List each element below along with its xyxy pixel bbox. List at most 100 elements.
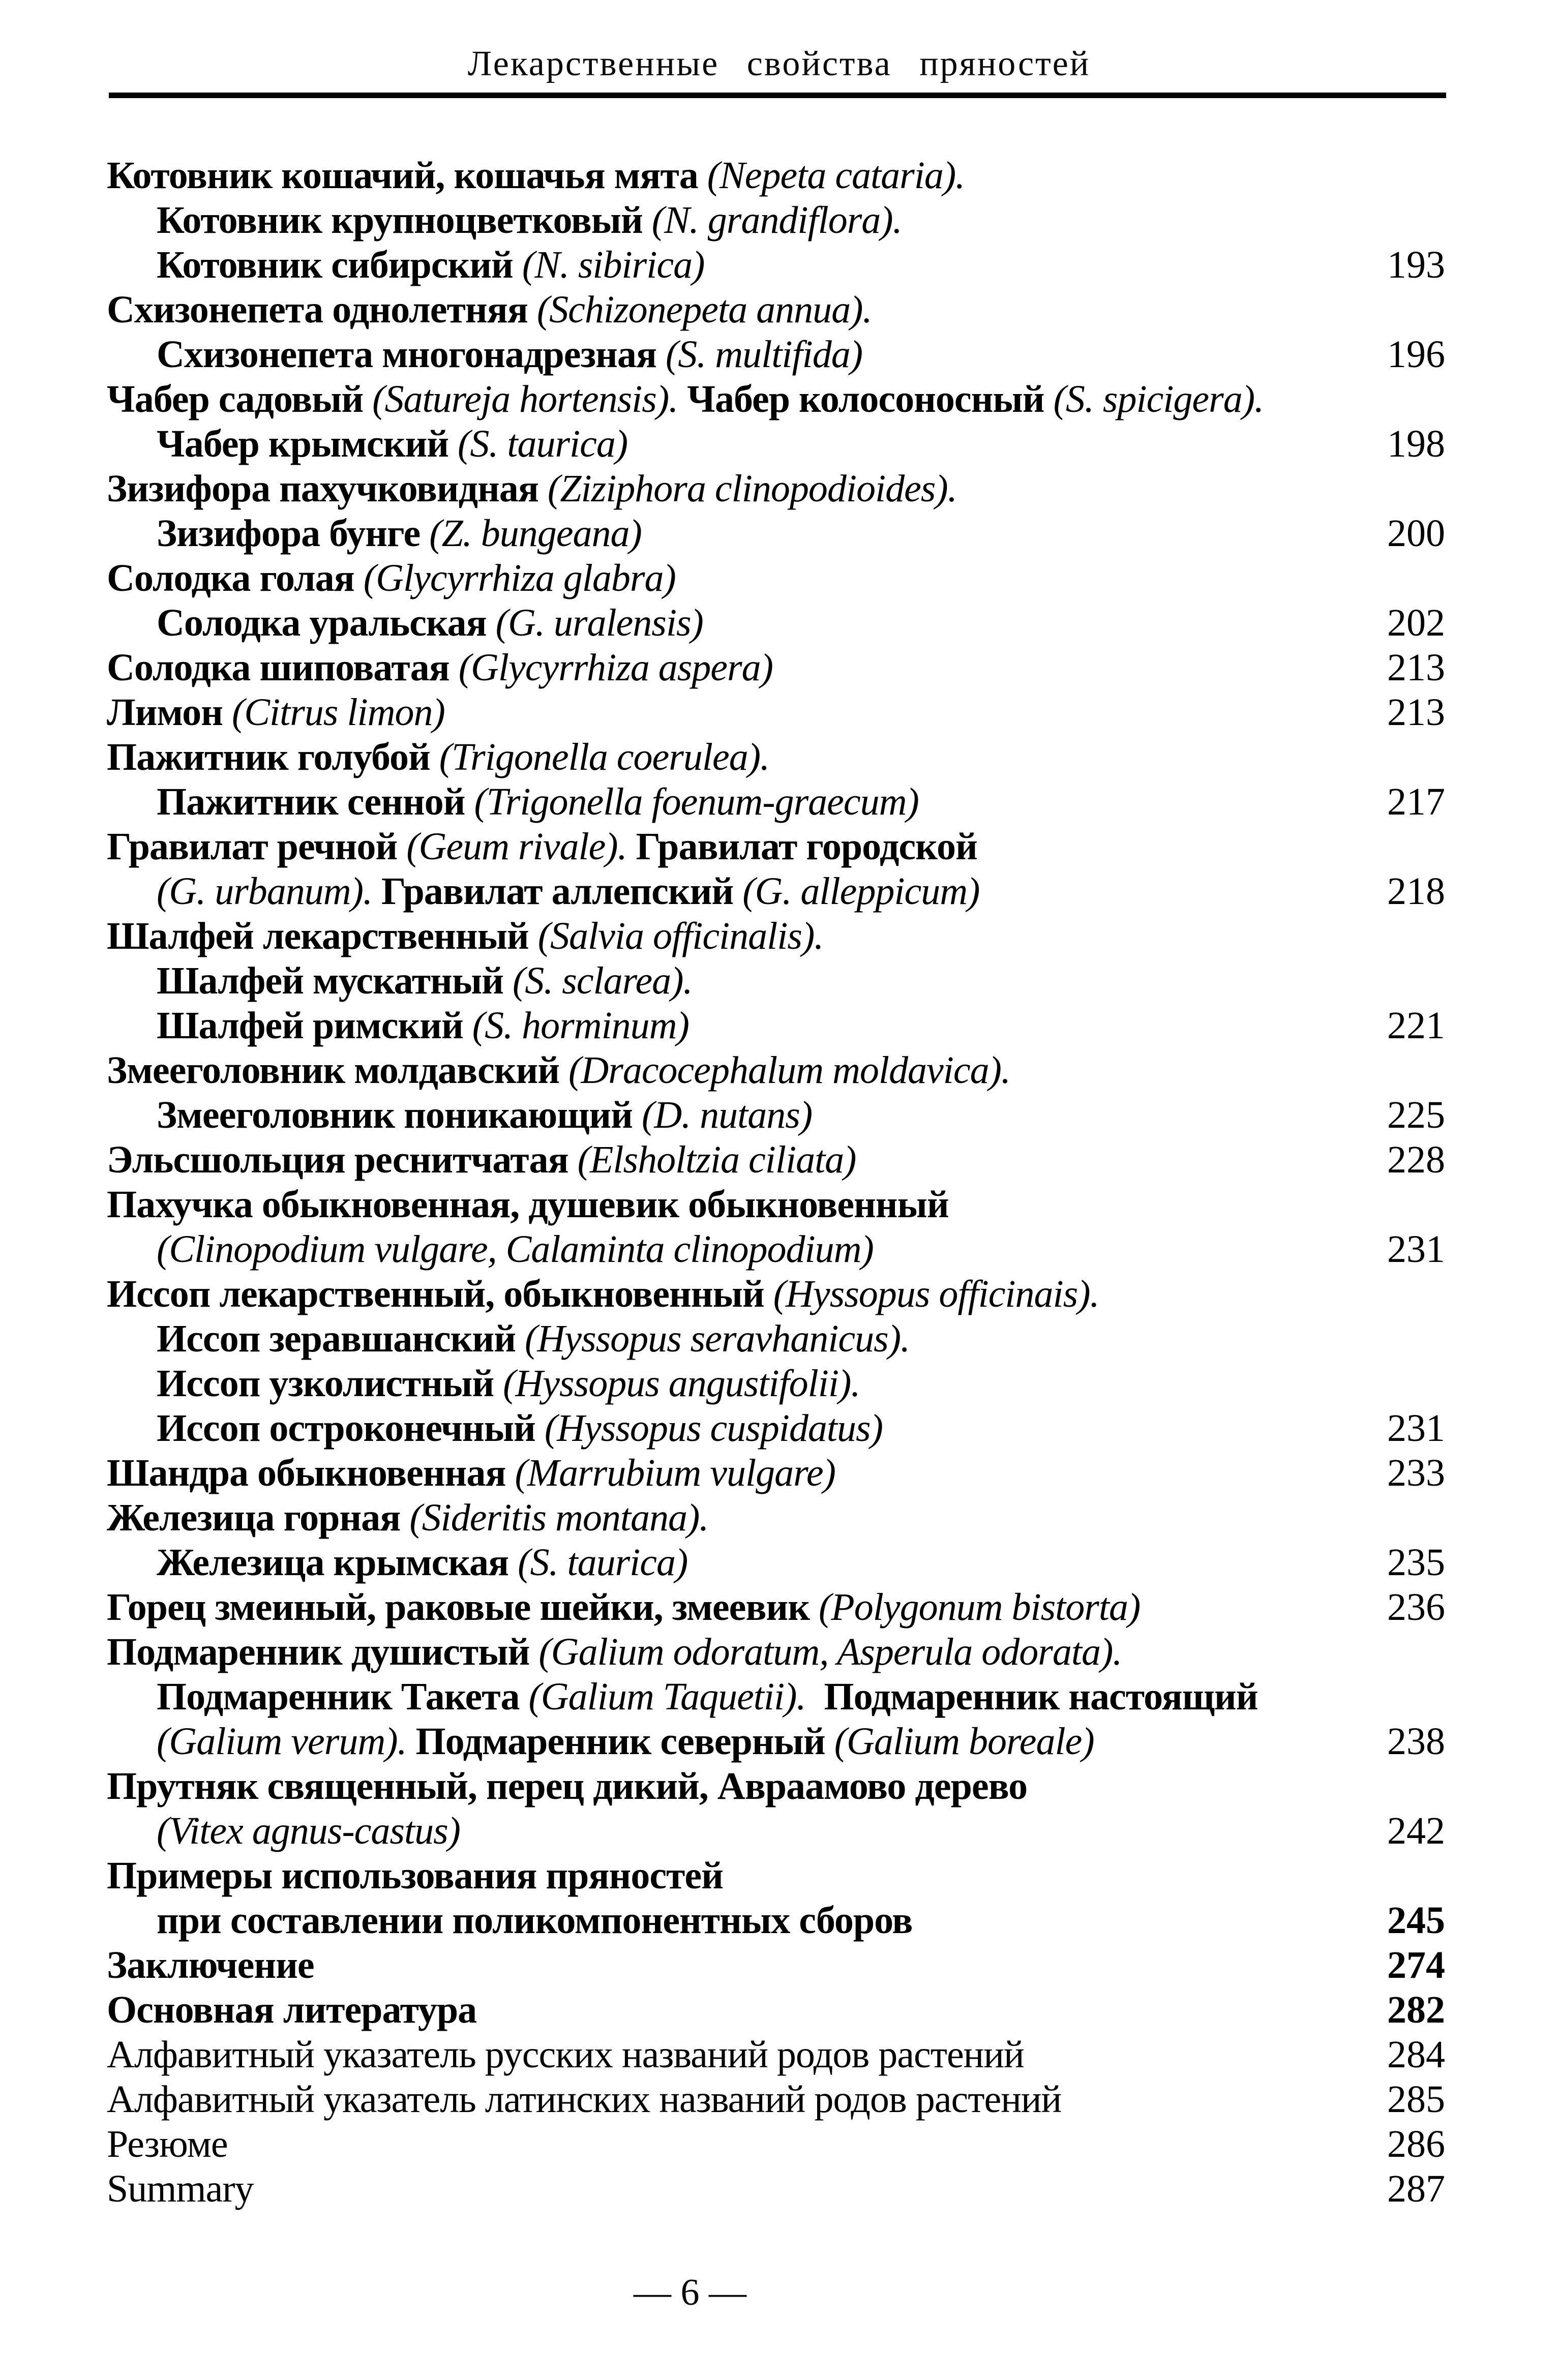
toc-row: Шалфей мускатный (S. sclarea). [107, 958, 1445, 1003]
toc-row: Summary 287 [107, 2166, 1445, 2211]
toc-entry-segment: Солодка голая [107, 557, 364, 599]
header-rule [109, 93, 1446, 98]
toc-row: Заключение 274 [107, 1943, 1445, 1987]
toc-entry-page: 238 [1387, 1720, 1445, 1763]
toc-entry-segment: Иссоп лекарственный, обыкновенный [107, 1273, 773, 1315]
toc-entry-page: 213 [1387, 646, 1445, 689]
toc-entry-segment: (Ziziphora clinopodioides). [547, 467, 957, 510]
toc-entry-segment: Железица горная [107, 1496, 410, 1539]
toc-entry-segment: (Galium boreale) [834, 1720, 1095, 1763]
toc-row: Эльсшольция реснитчатая (Elsholtzia cili… [107, 1137, 1445, 1182]
toc-entry-title: Змееголовник поникающий (D. nutans) [107, 1093, 813, 1137]
toc-entry-title: Иссоп узколистный (Hyssopus angustifolii… [107, 1361, 860, 1406]
toc-entry-segment: Заключение [107, 1944, 315, 1986]
toc-entry-title: Основная литература [107, 1987, 477, 2032]
toc-entry-segment: Чабер садовый [107, 378, 373, 420]
toc-entry-title: Пахучка обыкновенная, душевик обыкновенн… [107, 1182, 949, 1227]
toc-entry-title: Примеры использования пряностей [107, 1853, 724, 1898]
toc-entry-title: Котовник кошачий, кошачья мята (Nepeta c… [107, 153, 965, 198]
toc-entry-segment: Подмаренник Такета [157, 1675, 529, 1718]
toc-entry-segment: (Schizonepeta annua). [536, 288, 873, 331]
toc-entry-segment: Змееголовник поникающий [157, 1094, 642, 1136]
toc-row: Котовник крупноцветковый (N. grandiflora… [107, 198, 1445, 243]
toc-entry-title: Подмаренник душистый (Galium odoratum, A… [107, 1630, 1122, 1674]
running-head: Лекарственные свойства пряностей [467, 44, 1091, 83]
toc-entry-segment: (Elsholtzia ciliata) [577, 1138, 857, 1181]
toc-entry-page: 236 [1387, 1586, 1445, 1629]
toc-entry-page: 196 [1387, 333, 1445, 376]
toc-row: Железица крымская (S. taurica) 235 [107, 1540, 1445, 1585]
toc-row: при составлении поликомпонентных сборов 2… [107, 1898, 1445, 1943]
toc-entry-title: при составлении поликомпонентных сборов [107, 1898, 913, 1943]
toc-entry-title: Схизонепета многонадрезная (S. multifida… [107, 332, 863, 377]
toc-row: Прутняк священный, перец дикий, Авраамов… [107, 1764, 1445, 1809]
toc-entry-page: 287 [1387, 2167, 1445, 2210]
toc-entry-title: Чабер садовый (Satureja hortensis). Чабе… [107, 377, 1264, 421]
toc-entry-title: Шалфей лекарственный (Salvia officinalis… [107, 914, 824, 958]
toc-entry-segment: (N. sibirica) [522, 244, 705, 286]
toc-row: Алфавитный указатель русских названий ро… [107, 2032, 1445, 2077]
toc-row: Солодка шиповатая (Glycyrrhiza aspera) 21… [107, 645, 1445, 690]
toc-entry-segment: Лимон [107, 691, 232, 734]
toc-entry-segment: Алфавитный указатель латинских названий … [107, 2078, 1062, 2121]
toc-row: (Galium verum). Подмаренник северный (Ga… [107, 1719, 1445, 1764]
toc-entry-title: Резюме [107, 2122, 228, 2166]
toc-row: Схизонепета многонадрезная (S. multifida… [107, 332, 1445, 377]
toc-entry-title: Шалфей мускатный (S. sclarea). [107, 958, 693, 1003]
toc-entry-segment: Гравилат городской [636, 825, 978, 868]
toc-row: Горец змеиный, раковые шейки, змеевик (P… [107, 1585, 1445, 1630]
toc-entry-segment: Котовник кошачий, кошачья мята [107, 154, 707, 197]
toc-entry-segment: Summary [107, 2167, 254, 2210]
toc-entry-title: Иссоп остроконечный (Hyssopus cuspidatus… [107, 1406, 883, 1451]
toc-entry-page: 286 [1387, 2123, 1445, 2165]
toc-entry-segment: (S. horminum) [472, 1004, 690, 1047]
toc-entry-segment: (Galium odoratum, Asperula odorata). [538, 1631, 1122, 1673]
toc-entry-title: Железица горная (Sideritis montana). [107, 1495, 709, 1540]
toc-entry-segment: (Dracocephalum moldavica). [568, 1049, 1011, 1092]
toc-entry-segment: Иссоп зеравшанский [157, 1317, 525, 1360]
toc-entry-segment: (Clinopodium vulgare, Calaminta clinopod… [157, 1228, 874, 1271]
toc-entry-segment: (Geum rivale). [406, 825, 636, 868]
toc-entry-page: 235 [1387, 1541, 1445, 1584]
toc-entry-segment: (S. spicigera). [1053, 378, 1264, 420]
toc-entry-segment: (N. grandiflora). [651, 199, 903, 242]
toc-row: (G. urbanum). Гравилат аллепский (G. all… [107, 869, 1445, 914]
toc-entry-title: (Vitex agnus-castus) [107, 1809, 461, 1853]
toc-row: Иссоп узколистный (Hyssopus angustifolii… [107, 1361, 1445, 1406]
toc-entry-title: Горец змеиный, раковые шейки, змеевик (P… [107, 1585, 1141, 1630]
toc-entry-title: Солодка шиповатая (Glycyrrhiza aspera) [107, 645, 773, 690]
toc-row: Шалфей лекарственный (Salvia officinalis… [107, 914, 1445, 958]
toc-entry-segment: Солодка шиповатая [107, 646, 459, 689]
toc-row: Гравилат речной (Geum rivale). Гравилат … [107, 824, 1445, 869]
toc-entry-segment: (Hyssopus cuspidatus) [544, 1407, 883, 1450]
toc-entry-segment: (G. alleppicum) [742, 870, 980, 913]
toc-entry-title: Алфавитный указатель русских названий ро… [107, 2032, 1025, 2077]
toc-row: Лимон (Citrus limon) 213 [107, 690, 1445, 735]
toc-entry-page: 228 [1387, 1138, 1445, 1181]
page-number-footer: — 6 — [634, 2272, 746, 2313]
toc-row: Солодка голая (Glycyrrhiza glabra) [107, 556, 1445, 600]
toc-row: Зизифора пахучковидная (Ziziphora clinop… [107, 466, 1445, 511]
toc-row: Котовник сибирский (N. sibirica) 193 [107, 243, 1445, 287]
toc-entry-title: Змееголовник молдавский (Dracocephalum m… [107, 1048, 1011, 1093]
toc-row: Зизифора бунге (Z. bungeana) 200 [107, 511, 1445, 556]
toc-entry-page: 274 [1387, 1944, 1445, 1986]
toc-entry-segment: Алфавитный указатель русских названий ро… [107, 2033, 1025, 2076]
toc-list: Котовник кошачий, кошачья мята (Nepeta c… [107, 153, 1445, 2211]
toc-entry-title: Гравилат речной (Geum rivale). Гравилат … [107, 824, 978, 869]
toc-entry-title: Подмаренник Такета (Galium Taquetii). По… [107, 1674, 1259, 1719]
toc-entry-page: 221 [1387, 1004, 1445, 1047]
toc-entry-segment: Иссоп узколистный [157, 1362, 503, 1405]
toc-entry-segment: (G. uralensis) [495, 601, 704, 644]
toc-entry-segment: (Glycyrrhiza aspera) [458, 646, 773, 689]
toc-row: Схизонепета однолетняя (Schizonepeta ann… [107, 287, 1445, 332]
toc-row: Шалфей римский (S. horminum) 221 [107, 1003, 1445, 1048]
toc-entry-segment: (Galium Taquetii). [528, 1675, 806, 1718]
toc-entry-segment: (Citrus limon) [231, 691, 445, 734]
toc-entry-page: 231 [1387, 1407, 1445, 1450]
toc-entry-segment: (Trigonella coerulea). [439, 736, 770, 778]
toc-entry-page: 193 [1387, 244, 1445, 286]
toc-entry-segment: Котовник крупноцветковый [157, 199, 652, 242]
toc-entry-segment: Пажитник голубой [107, 736, 439, 778]
